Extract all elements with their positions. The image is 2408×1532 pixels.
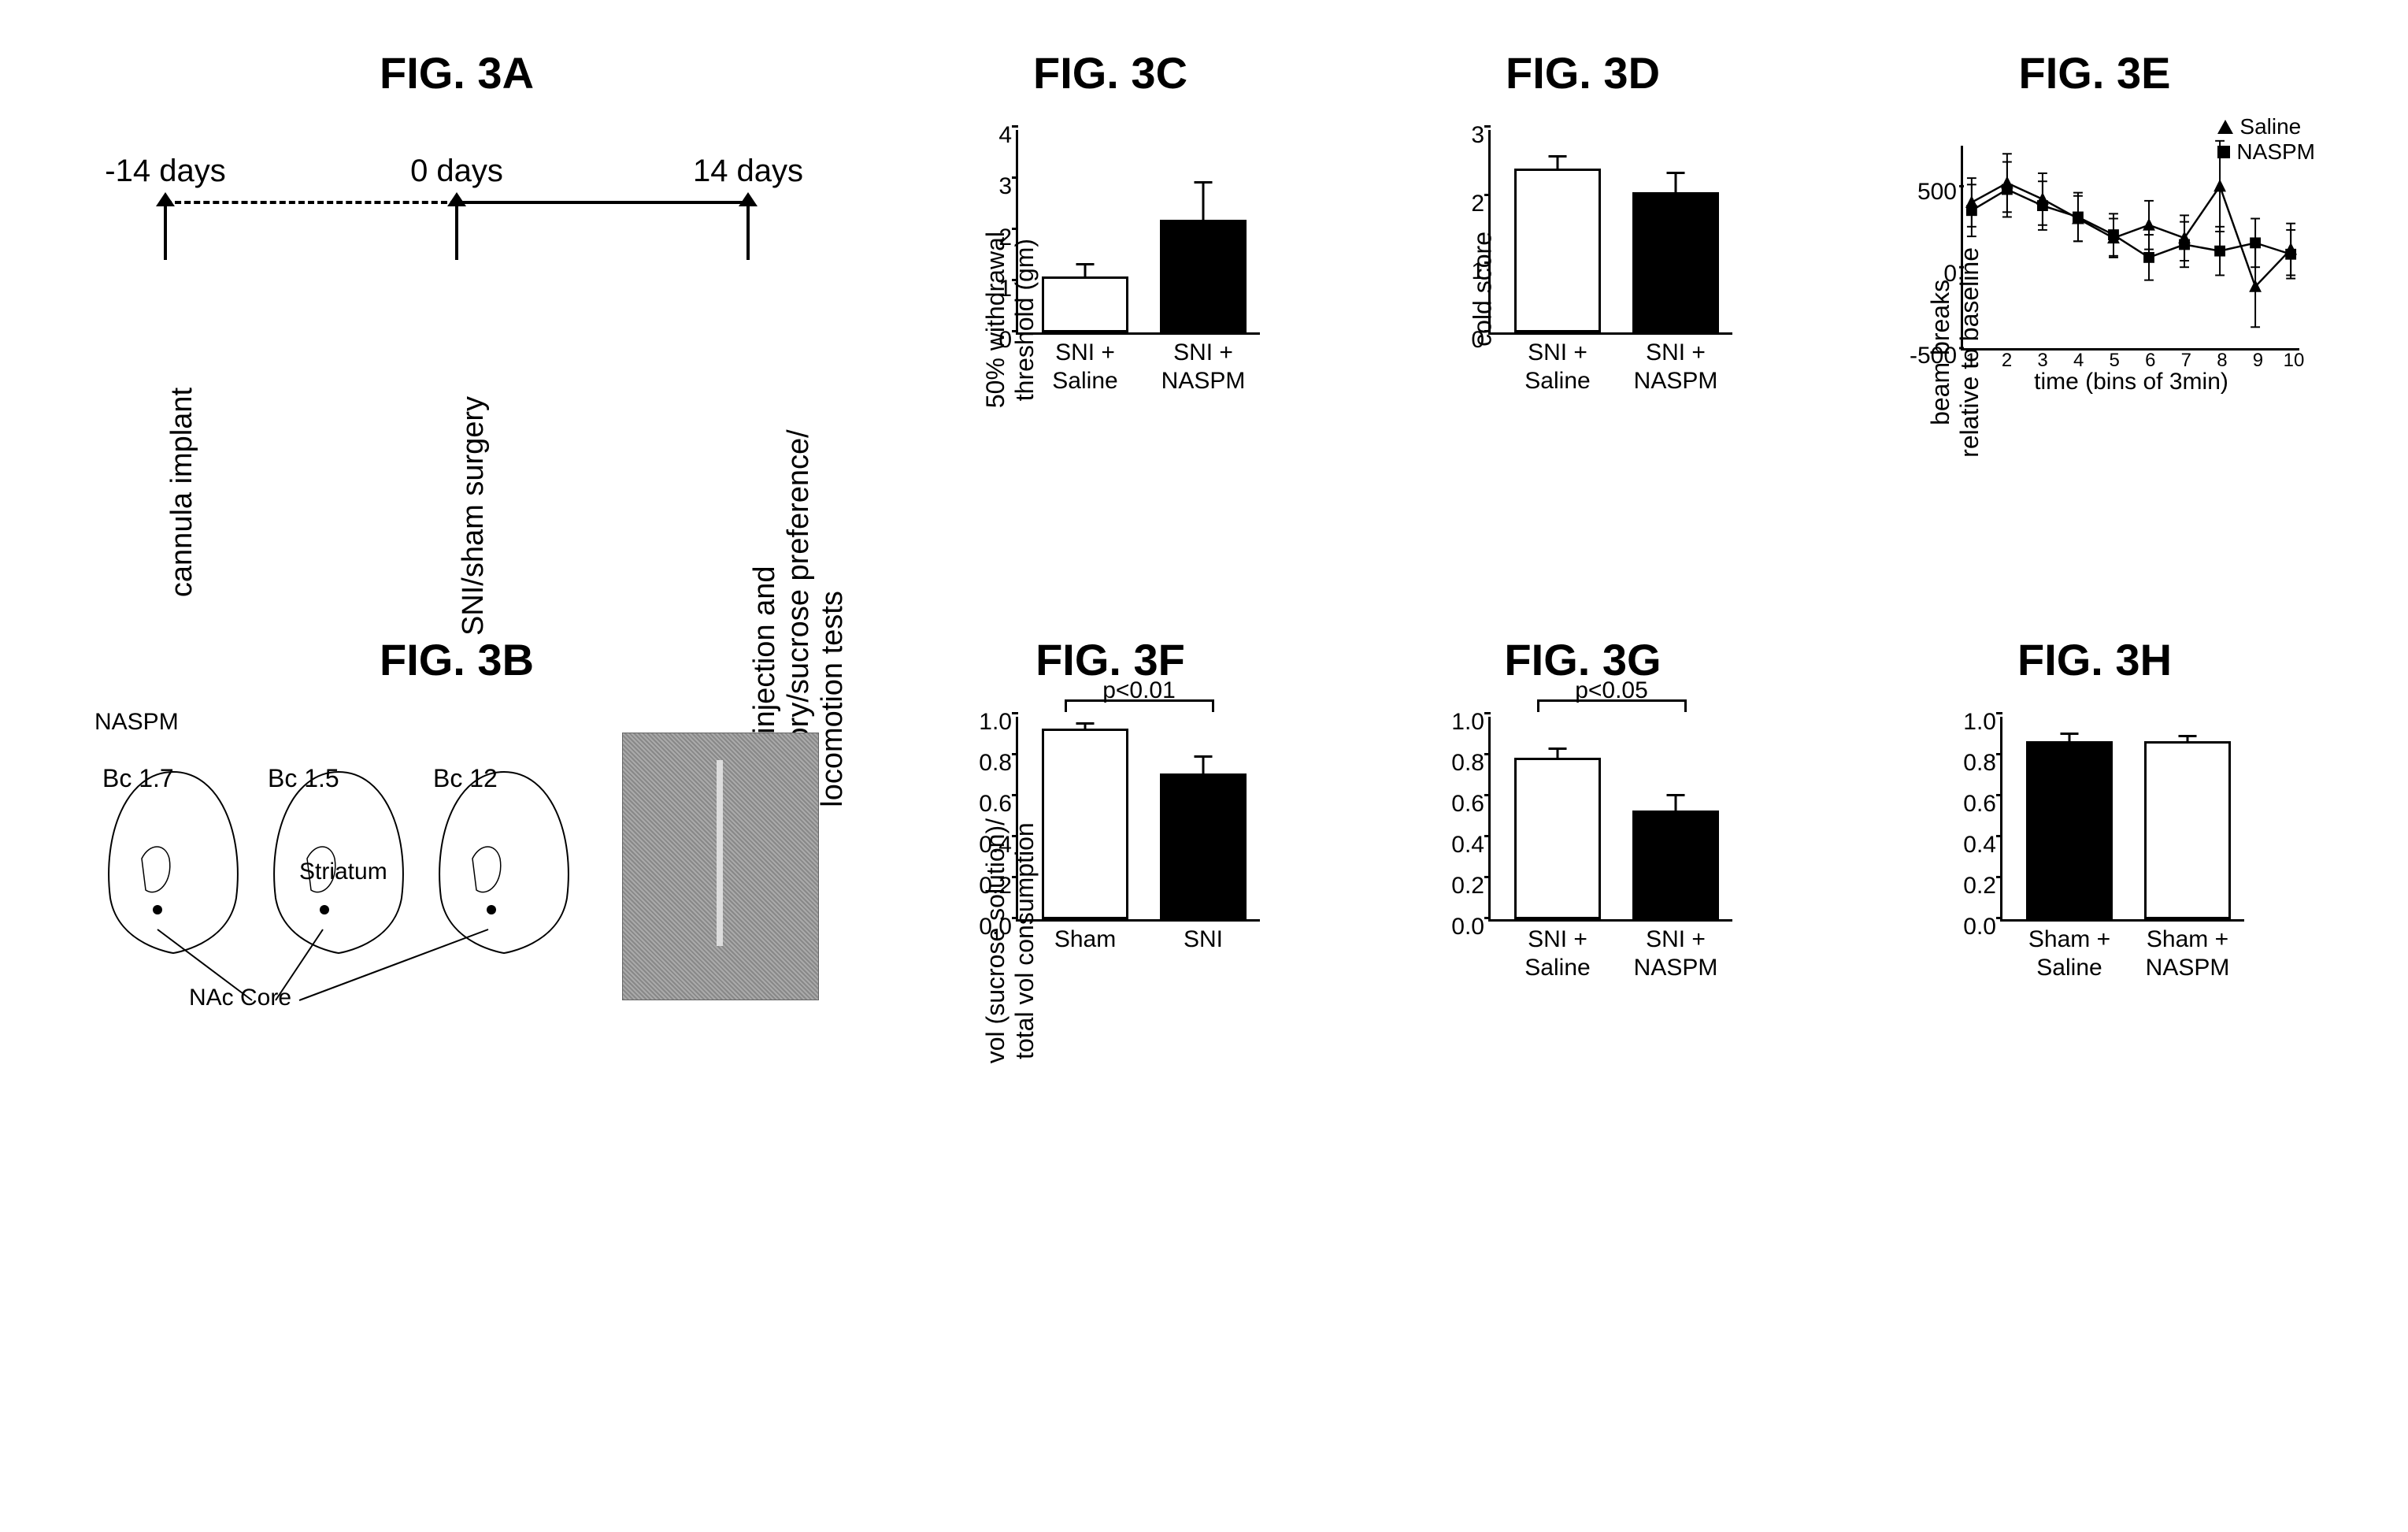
bc-label-1: Bc 1.7	[102, 764, 174, 793]
timeline-tick-1: -14 days	[105, 154, 225, 189]
bc-label-3: Bc 12	[433, 764, 498, 793]
xtick: 3	[2037, 350, 2047, 372]
diagram-3b: NASPM Bc 1.7 Bc 1.5 Bc 12 Striatum NAc C…	[94, 709, 819, 1055]
bar-label: SNI +Saline	[1506, 919, 1609, 982]
bar-label: SNI +Saline	[1506, 332, 1609, 395]
ylabel: vol (sucrose solution)/ total vol consum…	[981, 818, 1039, 1063]
xtick: 9	[2253, 350, 2263, 372]
figure-grid: FIG. 3A -14 days 0 days 14 days cannula …	[63, 47, 2345, 1055]
bar	[1632, 192, 1719, 332]
bar-label: Sham +Saline	[2018, 919, 2121, 982]
nac-core-label: NAc Core	[189, 985, 291, 1011]
bar-label: Sham	[1034, 919, 1136, 954]
bar	[1514, 758, 1601, 919]
timeline: -14 days 0 days 14 days cannula implant …	[134, 130, 780, 603]
timeline-event-2: SNI/sham surgery	[457, 396, 491, 636]
bar	[1160, 773, 1247, 919]
panel-3c: FIG. 3C 0123450% withdrawal threshold (g…	[898, 47, 1323, 603]
bar	[2144, 741, 2231, 919]
drug-label: NASPM	[94, 709, 179, 736]
bar-label: SNI +Saline	[1034, 332, 1136, 395]
timeline-tick-3: 14 days	[693, 154, 803, 189]
legend-saline: Saline	[2239, 114, 2301, 139]
timeline-tick-2: 0 days	[410, 154, 503, 189]
striatum-label: Striatum	[299, 859, 387, 885]
ytick: 0	[1943, 261, 1963, 287]
ytick: -500	[1910, 343, 1963, 369]
chart-3e: Saline NASPM beam breaks relative to bas…	[1874, 122, 2315, 406]
ylabel: cold score	[1469, 232, 1498, 347]
timeline-event-1: cannula implant	[165, 388, 199, 597]
bar	[1042, 729, 1128, 919]
panel-3d: FIG. 3D 0123cold scoreSNI +SalineSNI +NA…	[1370, 47, 1795, 603]
chart-3f: 0.00.20.40.60.81.0vol (sucrose solution)…	[945, 709, 1276, 992]
bar-label: Sham +NASPM	[2136, 919, 2239, 982]
panel-3c-title: FIG. 3C	[898, 47, 1323, 98]
panel-3a: FIG. 3A -14 days 0 days 14 days cannula …	[63, 47, 850, 603]
panel-3f: FIG. 3F 0.00.20.40.60.81.0vol (sucrose s…	[898, 634, 1323, 1055]
brain-histology-image	[622, 733, 819, 1000]
xtick: 4	[2073, 350, 2084, 372]
xtick: 1	[1965, 350, 1976, 372]
bar	[1042, 276, 1128, 333]
ylabel: 50% withdrawal threshold (gm)	[981, 232, 1039, 408]
panel-3d-title: FIG. 3D	[1370, 47, 1795, 98]
xtick: 8	[2217, 350, 2227, 372]
ytick: 500	[1917, 179, 1963, 206]
panel-3b-title: FIG. 3B	[63, 634, 850, 685]
bar	[2026, 741, 2113, 919]
xtick: 6	[2145, 350, 2155, 372]
bar	[1632, 811, 1719, 919]
bar-label: SNI +NASPM	[1624, 332, 1727, 395]
panel-3b: FIG. 3B NASPM Bc 1.7 Bc 1.5 Bc 12 Striat…	[63, 634, 850, 1055]
chart-3g: 0.00.20.40.60.81.0SNI +SalineSNI +NASPMp…	[1417, 709, 1748, 992]
panel-3a-title: FIG. 3A	[63, 47, 850, 98]
xtick: 7	[2181, 350, 2191, 372]
bar-label: SNI +NASPM	[1624, 919, 1727, 982]
bar	[1514, 169, 1601, 332]
xtick: 5	[2110, 350, 2120, 372]
chart-3c: 0123450% withdrawal threshold (gm)SNI +S…	[945, 122, 1276, 406]
panel-3g: FIG. 3G 0.00.20.40.60.81.0SNI +SalineSNI…	[1370, 634, 1795, 1055]
chart-3h: 0.00.20.40.60.81.0Sham +SalineSham +NASP…	[1929, 709, 2260, 992]
xtick: 10	[2284, 350, 2305, 372]
panel-3e-title: FIG. 3E	[1843, 47, 2347, 98]
line-plot-3e: beam breaks relative to baseline time (b…	[1961, 146, 2299, 351]
xlabel-3e: time (bins of 3min)	[2034, 369, 2228, 395]
bar-label: SNI	[1152, 919, 1254, 954]
bar-label: SNI +NASPM	[1152, 332, 1254, 395]
xtick: 2	[2002, 350, 2012, 372]
panel-3h: FIG. 3H 0.00.20.40.60.81.0Sham +SalineSh…	[1843, 634, 2347, 1055]
bar	[1160, 220, 1247, 332]
panel-3h-title: FIG. 3H	[1843, 634, 2347, 685]
chart-3d: 0123cold scoreSNI +SalineSNI +NASPM	[1417, 122, 1748, 406]
bc-label-2: Bc 1.5	[268, 764, 339, 793]
panel-3e: FIG. 3E Saline NASPM beam breaks relativ…	[1843, 47, 2347, 603]
